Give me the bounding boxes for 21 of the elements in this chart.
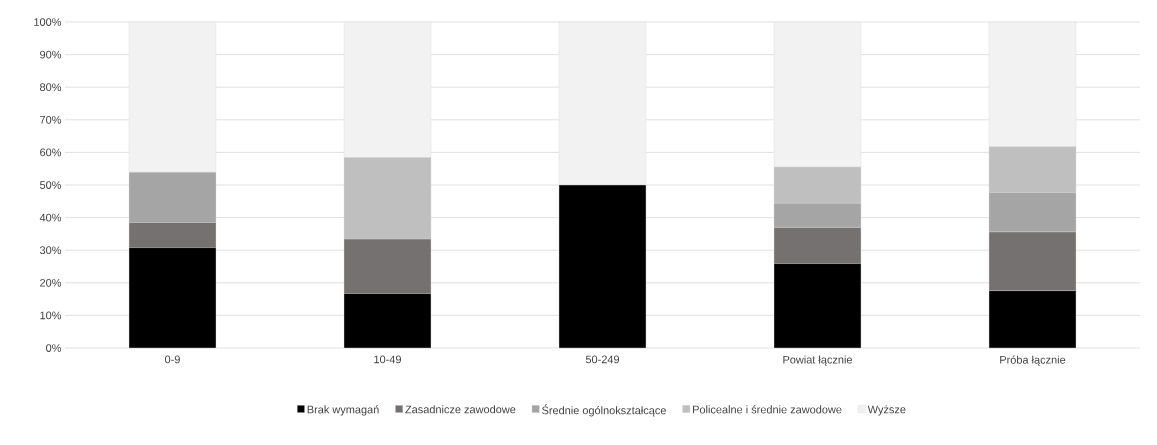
legend-label: Brak wymagań xyxy=(307,405,379,416)
y-tick-label: 30% xyxy=(39,246,62,255)
legend-label: Policealne i średnie zawodowe xyxy=(693,405,842,414)
legend-label: Wyższe xyxy=(867,405,906,416)
y-tick-label: 50% xyxy=(39,181,62,189)
y-tick-label: 0% xyxy=(46,344,62,352)
y-tick-label: 10% xyxy=(40,311,62,320)
y-tick-label: 60% xyxy=(40,148,62,157)
y-tick-label: 20% xyxy=(40,278,62,287)
legend-label: Zasadnicze zawodowe xyxy=(405,405,516,414)
x-tick-label: 0-9 xyxy=(165,355,180,364)
y-tick-label: 70% xyxy=(40,115,62,124)
y-tick-label: 90% xyxy=(40,50,62,59)
x-tick-label: Próba łącznie xyxy=(1000,355,1066,366)
x-tick-label: Powiat łącznie xyxy=(783,355,853,366)
y-tick-label: 80% xyxy=(40,83,62,92)
x-tick-label: 50-249 xyxy=(585,355,620,364)
y-tick-label: 100% xyxy=(34,18,62,26)
legend-label: Średnie ogólnokształcące xyxy=(542,404,666,417)
x-tick-label: 10-49 xyxy=(374,355,401,364)
y-tick-label: 40% xyxy=(39,213,62,222)
